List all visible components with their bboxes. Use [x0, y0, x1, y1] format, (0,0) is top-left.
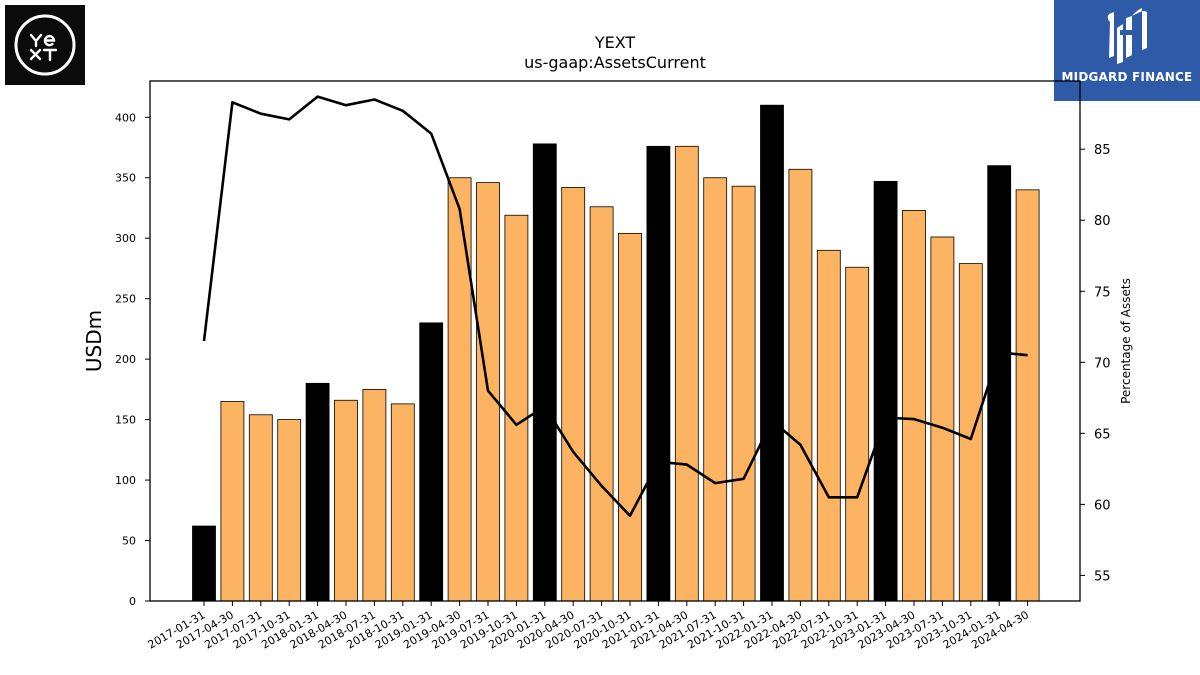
plot-frame	[149, 80, 1081, 602]
y2-tick-label: 70	[1094, 356, 1111, 371]
y-tick-label: 100	[115, 474, 136, 487]
bar	[646, 145, 671, 602]
bar	[760, 104, 784, 602]
y-tick-label: 0	[129, 595, 136, 608]
percentage-line	[202, 95, 1028, 518]
chart-title: YEXT	[594, 33, 636, 52]
bar	[731, 185, 756, 602]
y2-tick-label: 75	[1094, 285, 1111, 300]
y-tick-label: 350	[115, 172, 136, 185]
bar	[958, 263, 983, 602]
yext-logo-icon	[14, 14, 76, 76]
bar	[788, 168, 813, 602]
bar	[334, 399, 358, 602]
bar	[873, 180, 898, 602]
bar	[447, 177, 472, 602]
bar	[419, 322, 444, 602]
bar	[930, 236, 955, 602]
midgard-logo-icon	[1107, 8, 1147, 64]
bar	[618, 232, 642, 602]
bar	[192, 525, 216, 602]
y2-axis-label: Percentage of Assets	[1119, 278, 1133, 404]
y2-tick-label: 85	[1094, 143, 1111, 158]
bar	[816, 249, 841, 602]
bar	[504, 214, 529, 602]
y-tick-label: 300	[115, 232, 136, 245]
bar	[220, 401, 245, 602]
y-tick-label: 250	[115, 293, 136, 306]
y-tick-label: 150	[115, 414, 136, 427]
bar	[561, 187, 586, 602]
y2-tick-label: 65	[1094, 427, 1111, 442]
bar	[532, 143, 557, 602]
chart-subtitle: us-gaap:AssetsCurrent	[524, 53, 706, 72]
yext-logo	[5, 5, 85, 85]
bar	[277, 419, 302, 602]
bar	[248, 414, 273, 602]
bar	[1015, 189, 1040, 602]
y-tick-label: 50	[122, 535, 136, 548]
bar	[362, 388, 387, 602]
y2-tick-label: 80	[1094, 214, 1111, 229]
bar	[703, 177, 728, 602]
midgard-finance-logo: MIDGARD FINANCE	[1054, 0, 1200, 101]
bar	[674, 145, 699, 602]
y-axis-label: USDm	[82, 310, 106, 372]
y-tick-label: 200	[115, 353, 136, 366]
bar	[987, 165, 1012, 602]
y2-tick-label: 60	[1094, 498, 1111, 513]
y2-tick-label: 55	[1094, 569, 1111, 584]
bar	[902, 209, 926, 602]
bar	[305, 382, 330, 602]
bar	[390, 403, 415, 602]
midgard-brand-text: MIDGARD FINANCE	[1061, 70, 1193, 84]
bar	[845, 266, 870, 602]
y-tick-label: 400	[115, 111, 136, 124]
bar	[589, 206, 614, 602]
